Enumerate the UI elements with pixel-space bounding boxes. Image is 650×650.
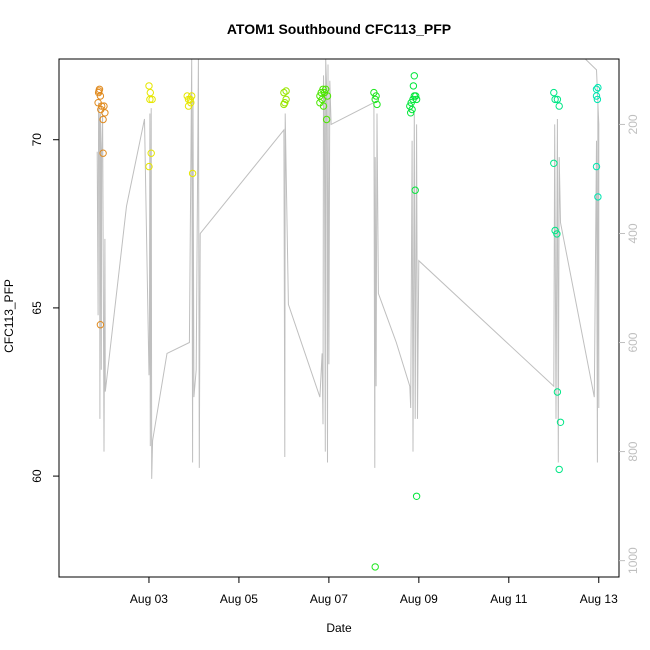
- y-tick-label: 70: [30, 133, 44, 147]
- data-point: [146, 88, 155, 97]
- y2-tick-label: 1000: [626, 547, 640, 574]
- altitude-trace-line: [96, 59, 600, 479]
- y2-tick-label: 400: [626, 223, 640, 243]
- data-point: [550, 159, 558, 168]
- data-point: [371, 95, 379, 104]
- data-point: [282, 95, 290, 104]
- y2-tick-label: 800: [626, 441, 640, 461]
- plot-frame: [58, 58, 620, 578]
- data-point: [318, 95, 326, 104]
- data-point: [147, 149, 155, 157]
- data-point: [408, 105, 416, 114]
- data-point: [98, 102, 106, 110]
- y2-tick-label: 600: [626, 332, 640, 352]
- data-point: [594, 193, 602, 201]
- data-point: [411, 186, 419, 194]
- data-point: [371, 563, 379, 571]
- data-point: [550, 88, 558, 97]
- data-point: [553, 388, 562, 396]
- altitude-trace-layer: [96, 59, 600, 479]
- data-point: [99, 149, 107, 157]
- y-axis: 60 65 70: [30, 133, 59, 483]
- data-point: [322, 85, 330, 94]
- data-point: [319, 85, 327, 94]
- data-point: [594, 83, 602, 92]
- x-tick-label: Aug 09: [400, 592, 438, 606]
- data-point: [323, 92, 332, 100]
- x-tick-label: Aug 05: [220, 592, 258, 606]
- data-point: [186, 95, 195, 104]
- data-point: [412, 492, 421, 500]
- data-point: [593, 95, 602, 104]
- y2-axis: 200 400 600 800 1000: [619, 114, 640, 574]
- data-point: [412, 95, 421, 104]
- y-tick-label: 65: [30, 301, 44, 315]
- data-point: [372, 92, 380, 100]
- data-point: [148, 95, 156, 104]
- data-point: [145, 82, 153, 90]
- data-point: [412, 92, 420, 100]
- data-point: [282, 87, 290, 95]
- data-point: [145, 162, 153, 171]
- data-point: [407, 109, 415, 117]
- data-point: [280, 88, 288, 97]
- data-point: [188, 169, 197, 178]
- data-point: [96, 92, 105, 100]
- x-tick-label: Aug 03: [130, 592, 168, 606]
- data-point: [592, 92, 601, 100]
- data-point: [96, 321, 105, 329]
- data-point: [410, 72, 418, 80]
- data-point: [101, 109, 109, 117]
- x-tick-label: Aug 13: [580, 592, 618, 606]
- data-point: [373, 100, 381, 109]
- data-point: [146, 95, 154, 104]
- data-point: [555, 465, 563, 474]
- data-point: [280, 100, 288, 109]
- data-point: [99, 115, 107, 124]
- x-tick-label: Aug 07: [310, 592, 348, 606]
- data-point: [555, 102, 563, 110]
- x-axis: Aug 03 Aug 05 Aug 07 Aug 09 Aug 11 Aug 13: [130, 577, 618, 606]
- y-axis-label: CFC113_PFP: [2, 279, 16, 353]
- data-point: [409, 82, 418, 90]
- data-point: [322, 115, 331, 124]
- data-points-layer: [94, 72, 602, 571]
- data-point: [95, 87, 103, 95]
- data-point: [553, 230, 561, 238]
- data-point: [187, 99, 195, 107]
- x-tick-label: Aug 11: [490, 592, 527, 606]
- chart-title: ATOM1 Southbound CFC113_PFP: [227, 21, 451, 37]
- data-point: [553, 95, 562, 104]
- y-tick-label: 60: [30, 469, 44, 483]
- y2-tick-label: 200: [626, 114, 640, 134]
- data-point: [592, 162, 601, 171]
- data-point: [556, 418, 565, 426]
- data-point: [551, 95, 559, 104]
- x-axis-label: Date: [326, 621, 352, 635]
- data-point: [319, 102, 328, 110]
